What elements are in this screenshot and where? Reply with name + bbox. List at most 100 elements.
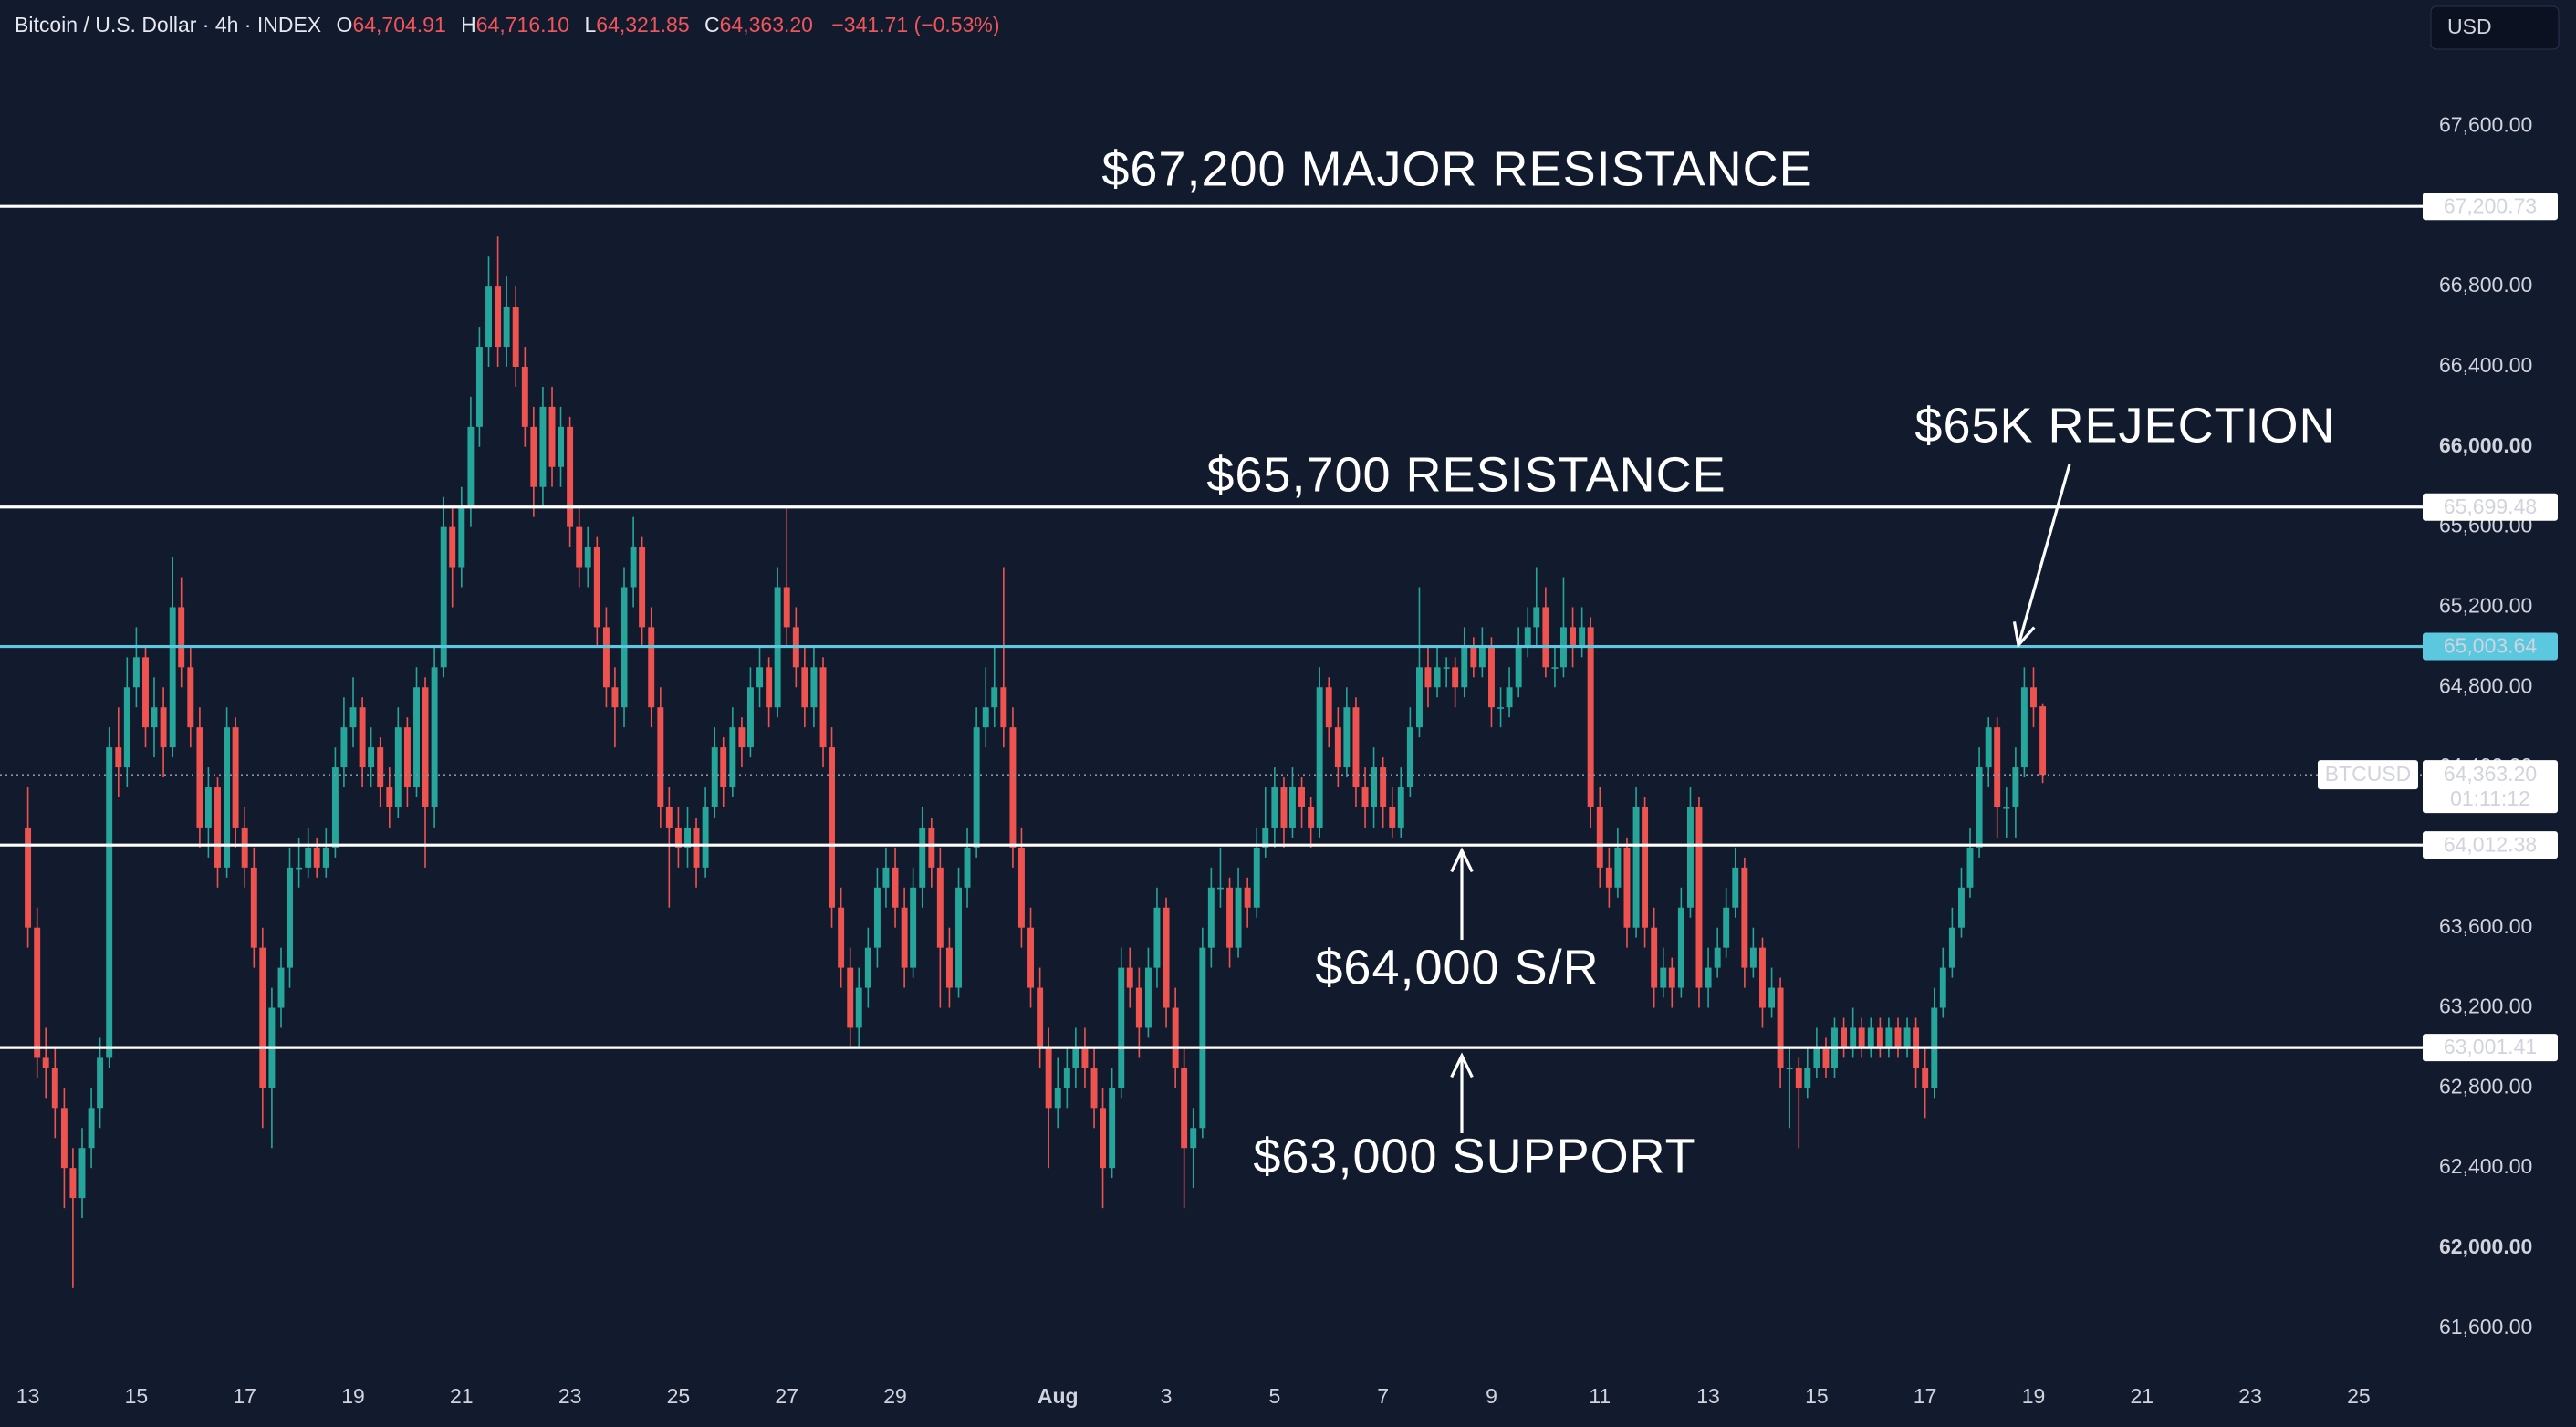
candle-body xyxy=(2012,767,2019,807)
candle-body xyxy=(467,426,475,507)
candle-body xyxy=(340,727,348,768)
candle-body xyxy=(657,707,664,807)
candle-body xyxy=(250,867,257,948)
candle-body xyxy=(512,307,519,367)
candle-body xyxy=(394,727,402,807)
candle-body xyxy=(576,526,583,568)
annotation: $65K REJECTION xyxy=(1914,398,2335,453)
candle-body xyxy=(1135,987,1142,1028)
candle-body xyxy=(322,847,329,868)
price-change: −341.71 (−0.53%) xyxy=(831,13,999,36)
candle-body xyxy=(1813,1047,1820,1068)
x-tick-label: 3 xyxy=(1161,1384,1173,1408)
candle-body xyxy=(684,827,691,848)
candle-body xyxy=(611,687,619,708)
candle-body xyxy=(783,587,790,628)
candle-body xyxy=(1985,727,1992,768)
level-price-box xyxy=(2423,1034,2558,1062)
candle-body xyxy=(548,406,556,467)
candle-body xyxy=(602,627,610,688)
candle-body xyxy=(1244,887,1251,908)
candle-body xyxy=(567,426,574,527)
y-tick-label: 65,200.00 xyxy=(2439,594,2532,618)
candle-body xyxy=(1415,667,1423,728)
candle-body xyxy=(1298,787,1306,807)
candle-body xyxy=(1461,647,1468,688)
candle-body xyxy=(485,286,492,348)
candle-body xyxy=(1795,1068,1802,1088)
candle-body xyxy=(810,667,818,708)
candle-body xyxy=(368,747,375,768)
candle-body xyxy=(801,667,808,708)
level-price-label: 67,200.73 xyxy=(2444,193,2537,217)
y-tick-label: 62,400.00 xyxy=(2439,1154,2532,1178)
y-tick-label: 66,000.00 xyxy=(2439,433,2532,457)
candle-body xyxy=(1858,1027,1865,1048)
x-tick-label: 9 xyxy=(1486,1384,1497,1408)
candle-body xyxy=(1109,1088,1116,1169)
candle-body xyxy=(1922,1068,1929,1088)
candle-body xyxy=(964,847,971,888)
candle-body xyxy=(1894,1027,1902,1048)
ohlc-key: L xyxy=(585,13,597,36)
candle-body xyxy=(665,807,673,828)
y-tick-label: 67,600.00 xyxy=(2439,113,2532,137)
annotation-arrowhead xyxy=(1450,847,1474,873)
candle-body xyxy=(584,547,591,568)
candle-body xyxy=(1948,927,1955,968)
candle-body xyxy=(1966,847,1974,888)
last-price-box xyxy=(2423,760,2558,814)
candle-body xyxy=(855,987,862,1028)
candle-body xyxy=(1596,807,1603,868)
candle-body xyxy=(1308,807,1315,828)
candle-body xyxy=(892,867,899,908)
candle-body xyxy=(1443,667,1450,669)
candle-body xyxy=(475,347,483,427)
candle-body xyxy=(440,526,447,668)
candle-body xyxy=(1153,907,1161,968)
y-tick-label: 63,200.00 xyxy=(2439,995,2532,1018)
ohlc-key: C xyxy=(704,13,720,36)
candle-body xyxy=(449,526,456,568)
candle-body xyxy=(1288,787,1296,828)
ohlc-value: 64,704.91 xyxy=(352,13,445,36)
candle-body xyxy=(928,827,935,868)
candle-body xyxy=(829,747,835,908)
candle-body xyxy=(431,667,438,807)
candle-body xyxy=(1470,647,1477,668)
x-tick-label: 7 xyxy=(1377,1384,1389,1408)
level-price-label: 65,699.48 xyxy=(2444,495,2537,518)
currency-button[interactable] xyxy=(2430,5,2560,50)
candle-body xyxy=(847,967,854,1028)
y-tick-label: 63,600.00 xyxy=(2439,914,2532,938)
candle-body xyxy=(1867,1027,1874,1048)
candle-body xyxy=(1994,727,2001,807)
currency-label[interactable]: USD xyxy=(2447,15,2492,38)
candle-body xyxy=(1533,607,1540,628)
candle-body xyxy=(1235,887,1242,948)
candle-body xyxy=(1976,767,1983,848)
annotation: $65,700 RESISTANCE xyxy=(1206,447,1726,502)
candle-body xyxy=(296,867,303,870)
candle-body xyxy=(1822,1047,1830,1068)
level-price-box xyxy=(2423,632,2558,661)
candle-body xyxy=(123,687,130,768)
y-tick-label: 66,800.00 xyxy=(2439,273,2532,297)
candle-body xyxy=(1081,1047,1089,1068)
candle-body xyxy=(746,687,754,748)
candle-body xyxy=(1424,667,1432,688)
candle-body xyxy=(277,967,285,1008)
candle-body xyxy=(1207,887,1215,948)
annotation: $64,000 S/R xyxy=(1315,940,1599,995)
candle-body xyxy=(1632,807,1640,928)
x-tick-label: 23 xyxy=(558,1384,582,1408)
candle-body xyxy=(2003,807,2010,809)
annotation-arrowhead xyxy=(2012,621,2036,649)
candle-body xyxy=(1695,807,1703,988)
candle-body xyxy=(1777,987,1784,1068)
candle-body xyxy=(224,727,231,868)
candle-body xyxy=(919,827,926,888)
candle-body xyxy=(539,406,547,487)
candle-body xyxy=(2030,687,2037,708)
candle-body xyxy=(1063,1068,1070,1088)
